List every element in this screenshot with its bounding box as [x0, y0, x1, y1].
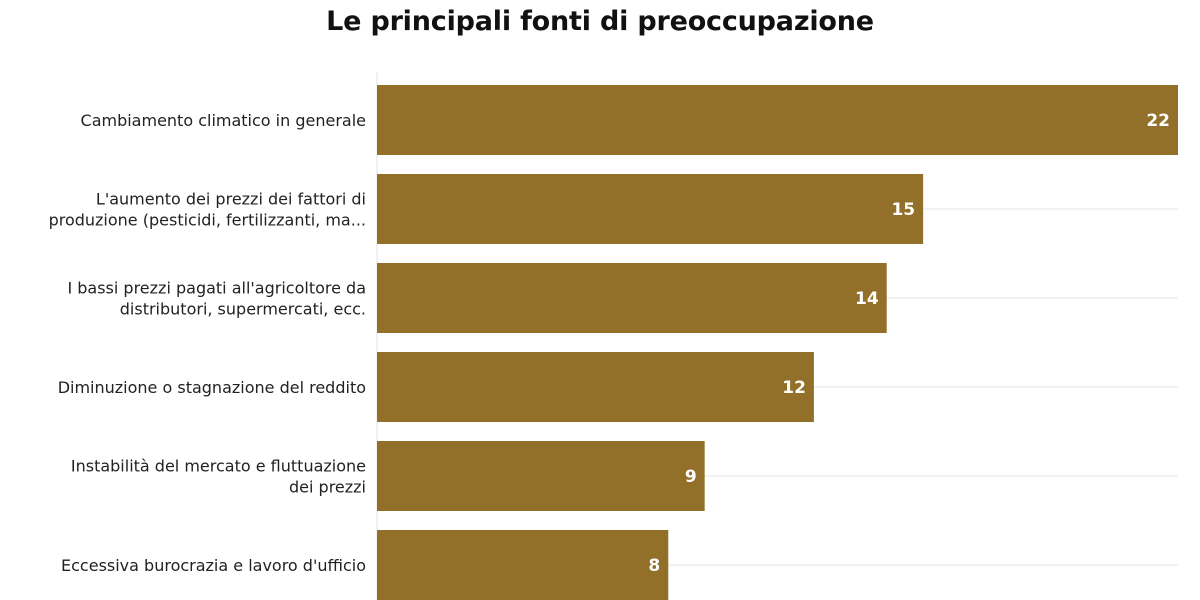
bar — [377, 174, 924, 244]
category-label: Cambiamento climatico in generale — [81, 111, 366, 130]
bar — [377, 263, 887, 333]
value-labels: 22 15 14 12 9 8 — [648, 111, 1170, 576]
value-label: 12 — [782, 378, 806, 398]
bar — [377, 441, 705, 511]
category-labels: Cambiamento climatico in generale L'aumen… — [49, 111, 366, 575]
bar — [377, 530, 669, 600]
chart-title: Le principali fonti di preoccupazione — [326, 6, 874, 37]
value-label: 8 — [648, 556, 660, 576]
value-label: 14 — [855, 289, 879, 309]
bar — [377, 352, 814, 422]
bars — [377, 85, 1178, 600]
bar — [377, 85, 1178, 155]
category-label: Diminuzione o stagnazione del reddito — [58, 378, 366, 397]
category-label: Instabilità del mercato e fluttuazione de… — [71, 457, 366, 497]
value-label: 9 — [685, 467, 697, 487]
category-label: L'aumento dei prezzi dei fattori di produ… — [49, 190, 366, 230]
value-label: 22 — [1146, 111, 1170, 131]
category-label: Eccessiva burocrazia e lavoro d'ufficio — [61, 556, 366, 575]
value-label: 15 — [891, 200, 915, 220]
category-label: I bassi prezzi pagati all'agricoltore da… — [67, 279, 366, 319]
